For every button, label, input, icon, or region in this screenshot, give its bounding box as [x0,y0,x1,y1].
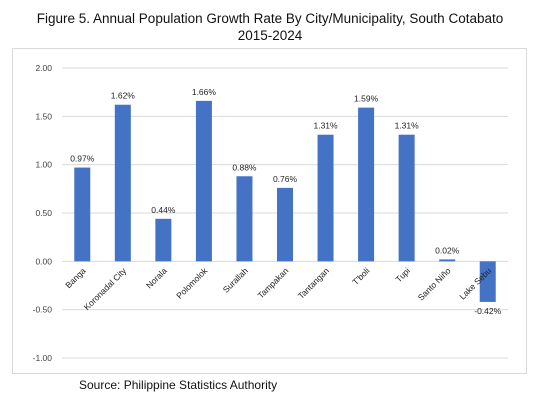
y-tick-label-2: 1.00 [35,160,52,170]
x-tick-label-8: Tupi [394,266,413,285]
chart-title: Figure 5. Annual Population Growth Rate … [36,11,504,26]
data-label-6: 1.31% [313,121,338,131]
bar-6 [317,134,334,262]
x-tick-label-7: T'boli [350,266,371,287]
bar-9 [439,259,456,262]
data-label-8: 1.31% [395,121,420,131]
bar-1 [114,104,131,262]
source-note: Source: Philippine Statistics Authority [79,378,278,392]
data-label-2: 0.44% [151,205,176,215]
data-label-4: 0.88% [232,162,257,172]
data-label-7: 1.59% [354,94,379,104]
y-tick-label-5: -0.50 [33,305,53,315]
x-tick-label-2: Norala [144,265,169,290]
data-label-9: 0.02% [435,245,460,255]
y-tick-label-0: 2.00 [35,63,52,73]
bar-4 [236,176,253,262]
x-tick-label-9: Santo Niño [416,265,453,302]
data-label-10: -0.42% [474,306,501,316]
y-tick-label-3: 0.50 [35,208,52,218]
chart-frame [12,48,527,374]
data-label-5: 0.76% [273,174,298,184]
chart-subtitle-years: 2015-2024 [237,28,303,43]
x-tick-label-1: Koronadal City [82,265,129,312]
x-tick-label-4: Surallah [221,265,250,294]
data-label-1: 1.62% [111,91,136,101]
bar-10 [479,261,496,302]
x-tick-label-5: Tampakan [256,265,291,300]
y-tick-label-4: 0.00 [35,256,52,266]
bar-2 [155,218,172,262]
data-label-3: 1.66% [192,87,217,97]
data-label-0: 0.97% [70,154,95,164]
y-tick-label-1: 1.50 [35,111,52,121]
x-tick-label-3: Polomolok [174,265,210,301]
x-tick-label-6: Tantangan [296,265,331,300]
bar-0 [74,167,91,262]
bar-5 [277,187,293,262]
bar-7 [358,107,375,262]
y-tick-label-6: -1.00 [33,353,53,363]
bar-3 [195,100,212,262]
x-tick-label-0: Banga [63,265,88,290]
bar-8 [398,134,415,262]
